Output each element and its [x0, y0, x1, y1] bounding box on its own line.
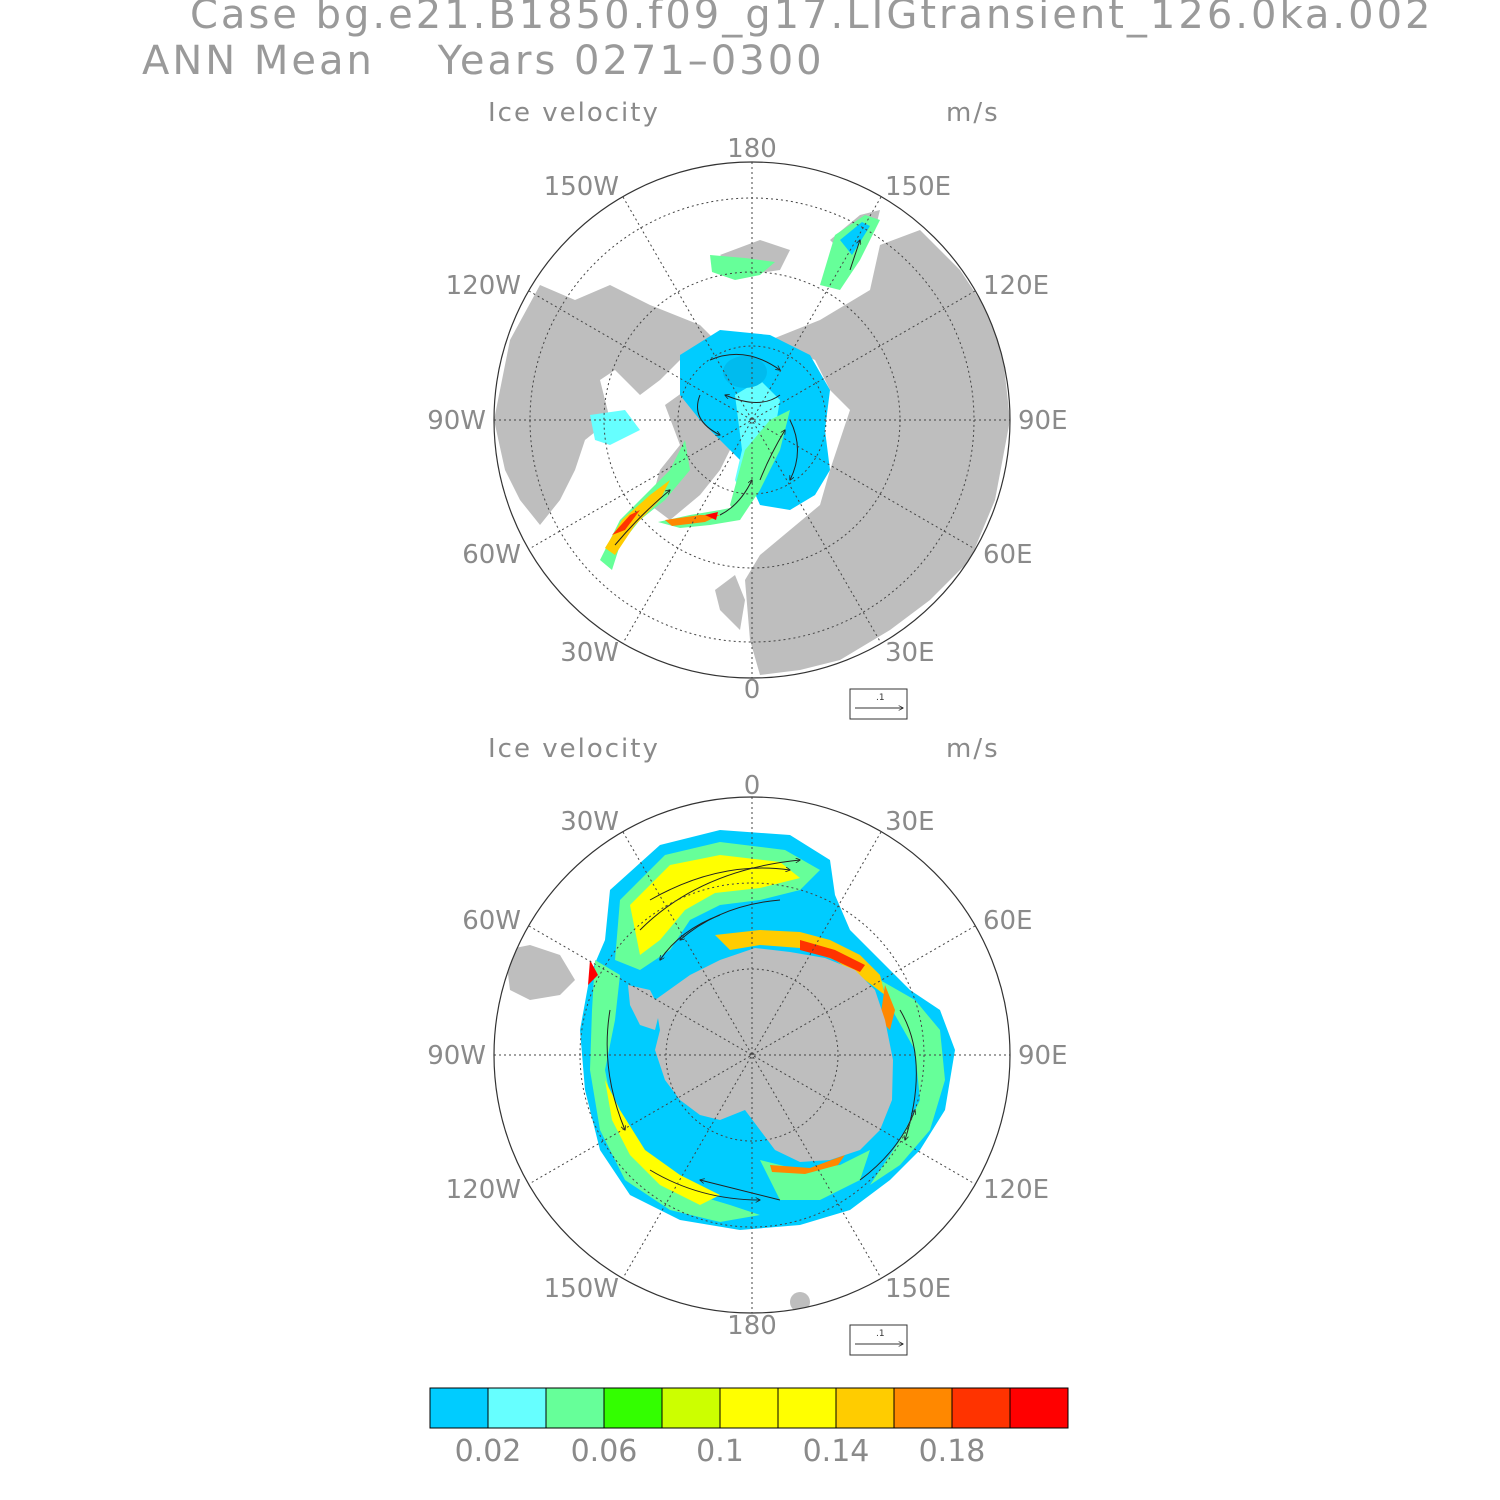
south-lon-label-90e: 90E	[1018, 1041, 1068, 1071]
south-polar-panel: Ice velocity m/s	[427, 734, 1068, 1356]
colorbar-labels: 0.02 0.06 0.1 0.14 0.18	[455, 1434, 986, 1469]
north-lon-label-90w: 90W	[427, 406, 486, 436]
colorbar-swatch	[603, 1387, 663, 1429]
south-lon-label-90w: 90W	[427, 1041, 486, 1071]
south-velocity-vectors	[606, 860, 917, 1200]
south-reference-vector-label: .1	[876, 1329, 885, 1339]
south-lon-label-30w: 30W	[560, 807, 619, 837]
north-panel-units: m/s	[946, 98, 1000, 128]
colorbar-swatch	[835, 1387, 895, 1429]
south-lon-label-0: 0	[744, 771, 761, 801]
colorbar-tick-label: 0.1	[696, 1434, 744, 1469]
north-lon-label-150w: 150W	[544, 172, 619, 202]
north-lon-label-120e: 120E	[983, 271, 1049, 301]
south-lon-label-120w: 120W	[446, 1175, 521, 1205]
north-lon-label-60w: 60W	[462, 540, 521, 570]
south-lon-label-120e: 120E	[983, 1175, 1049, 1205]
colorbar-swatch	[661, 1387, 721, 1429]
north-lon-label-150e: 150E	[885, 172, 951, 202]
case-title: Case bg.e21.B1850.f09_g17.LIGtransient_1…	[190, 0, 1433, 38]
south-lon-label-180: 180	[727, 1311, 777, 1341]
north-reference-vector-label: .1	[876, 693, 885, 703]
south-lon-label-150e: 150E	[885, 1274, 951, 1304]
colorbar-swatch	[545, 1387, 605, 1429]
north-lon-label-30e: 30E	[885, 638, 935, 668]
colorbar	[429, 1387, 1069, 1429]
colorbar-tick-label: 0.18	[919, 1434, 986, 1469]
colorbar-swatch	[777, 1387, 837, 1429]
colorbar-swatch	[951, 1387, 1011, 1429]
north-reference-vector: .1	[849, 688, 908, 720]
south-graticule	[494, 797, 1010, 1313]
north-lon-label-120w: 120W	[446, 271, 521, 301]
north-lon-label-90e: 90E	[1018, 406, 1068, 436]
north-lon-label-30w: 30W	[560, 638, 619, 668]
south-lon-label-30e: 30E	[885, 807, 935, 837]
colorbar-swatch	[487, 1387, 547, 1429]
north-panel-label: Ice velocity	[488, 98, 660, 128]
north-lon-label-180: 180	[727, 134, 777, 164]
south-lon-label-150w: 150W	[544, 1274, 619, 1304]
south-panel-units: m/s	[946, 734, 1000, 764]
north-graticule	[494, 162, 1010, 678]
colorbar-tick-label: 0.14	[803, 1434, 870, 1469]
south-lon-label-60e: 60E	[983, 906, 1033, 936]
mean-title: ANN Mean Years 0271–0300	[142, 38, 825, 84]
colorbar-tick-label: 0.06	[571, 1434, 638, 1469]
south-reference-vector: .1	[849, 1324, 908, 1356]
north-lon-label-0: 0	[744, 675, 761, 705]
colorbar-tick-label: 0.02	[455, 1434, 522, 1469]
north-polar-panel: Ice velocity m/s	[427, 98, 1068, 720]
south-lon-label-60w: 60W	[462, 906, 521, 936]
colorbar-swatch	[1009, 1387, 1069, 1429]
north-lon-label-60e: 60E	[983, 540, 1033, 570]
south-panel-label: Ice velocity	[488, 734, 660, 764]
colorbar-swatch	[893, 1387, 953, 1429]
north-land	[494, 210, 1010, 675]
colorbar-swatch	[719, 1387, 779, 1429]
colorbar-swatch	[429, 1387, 489, 1429]
